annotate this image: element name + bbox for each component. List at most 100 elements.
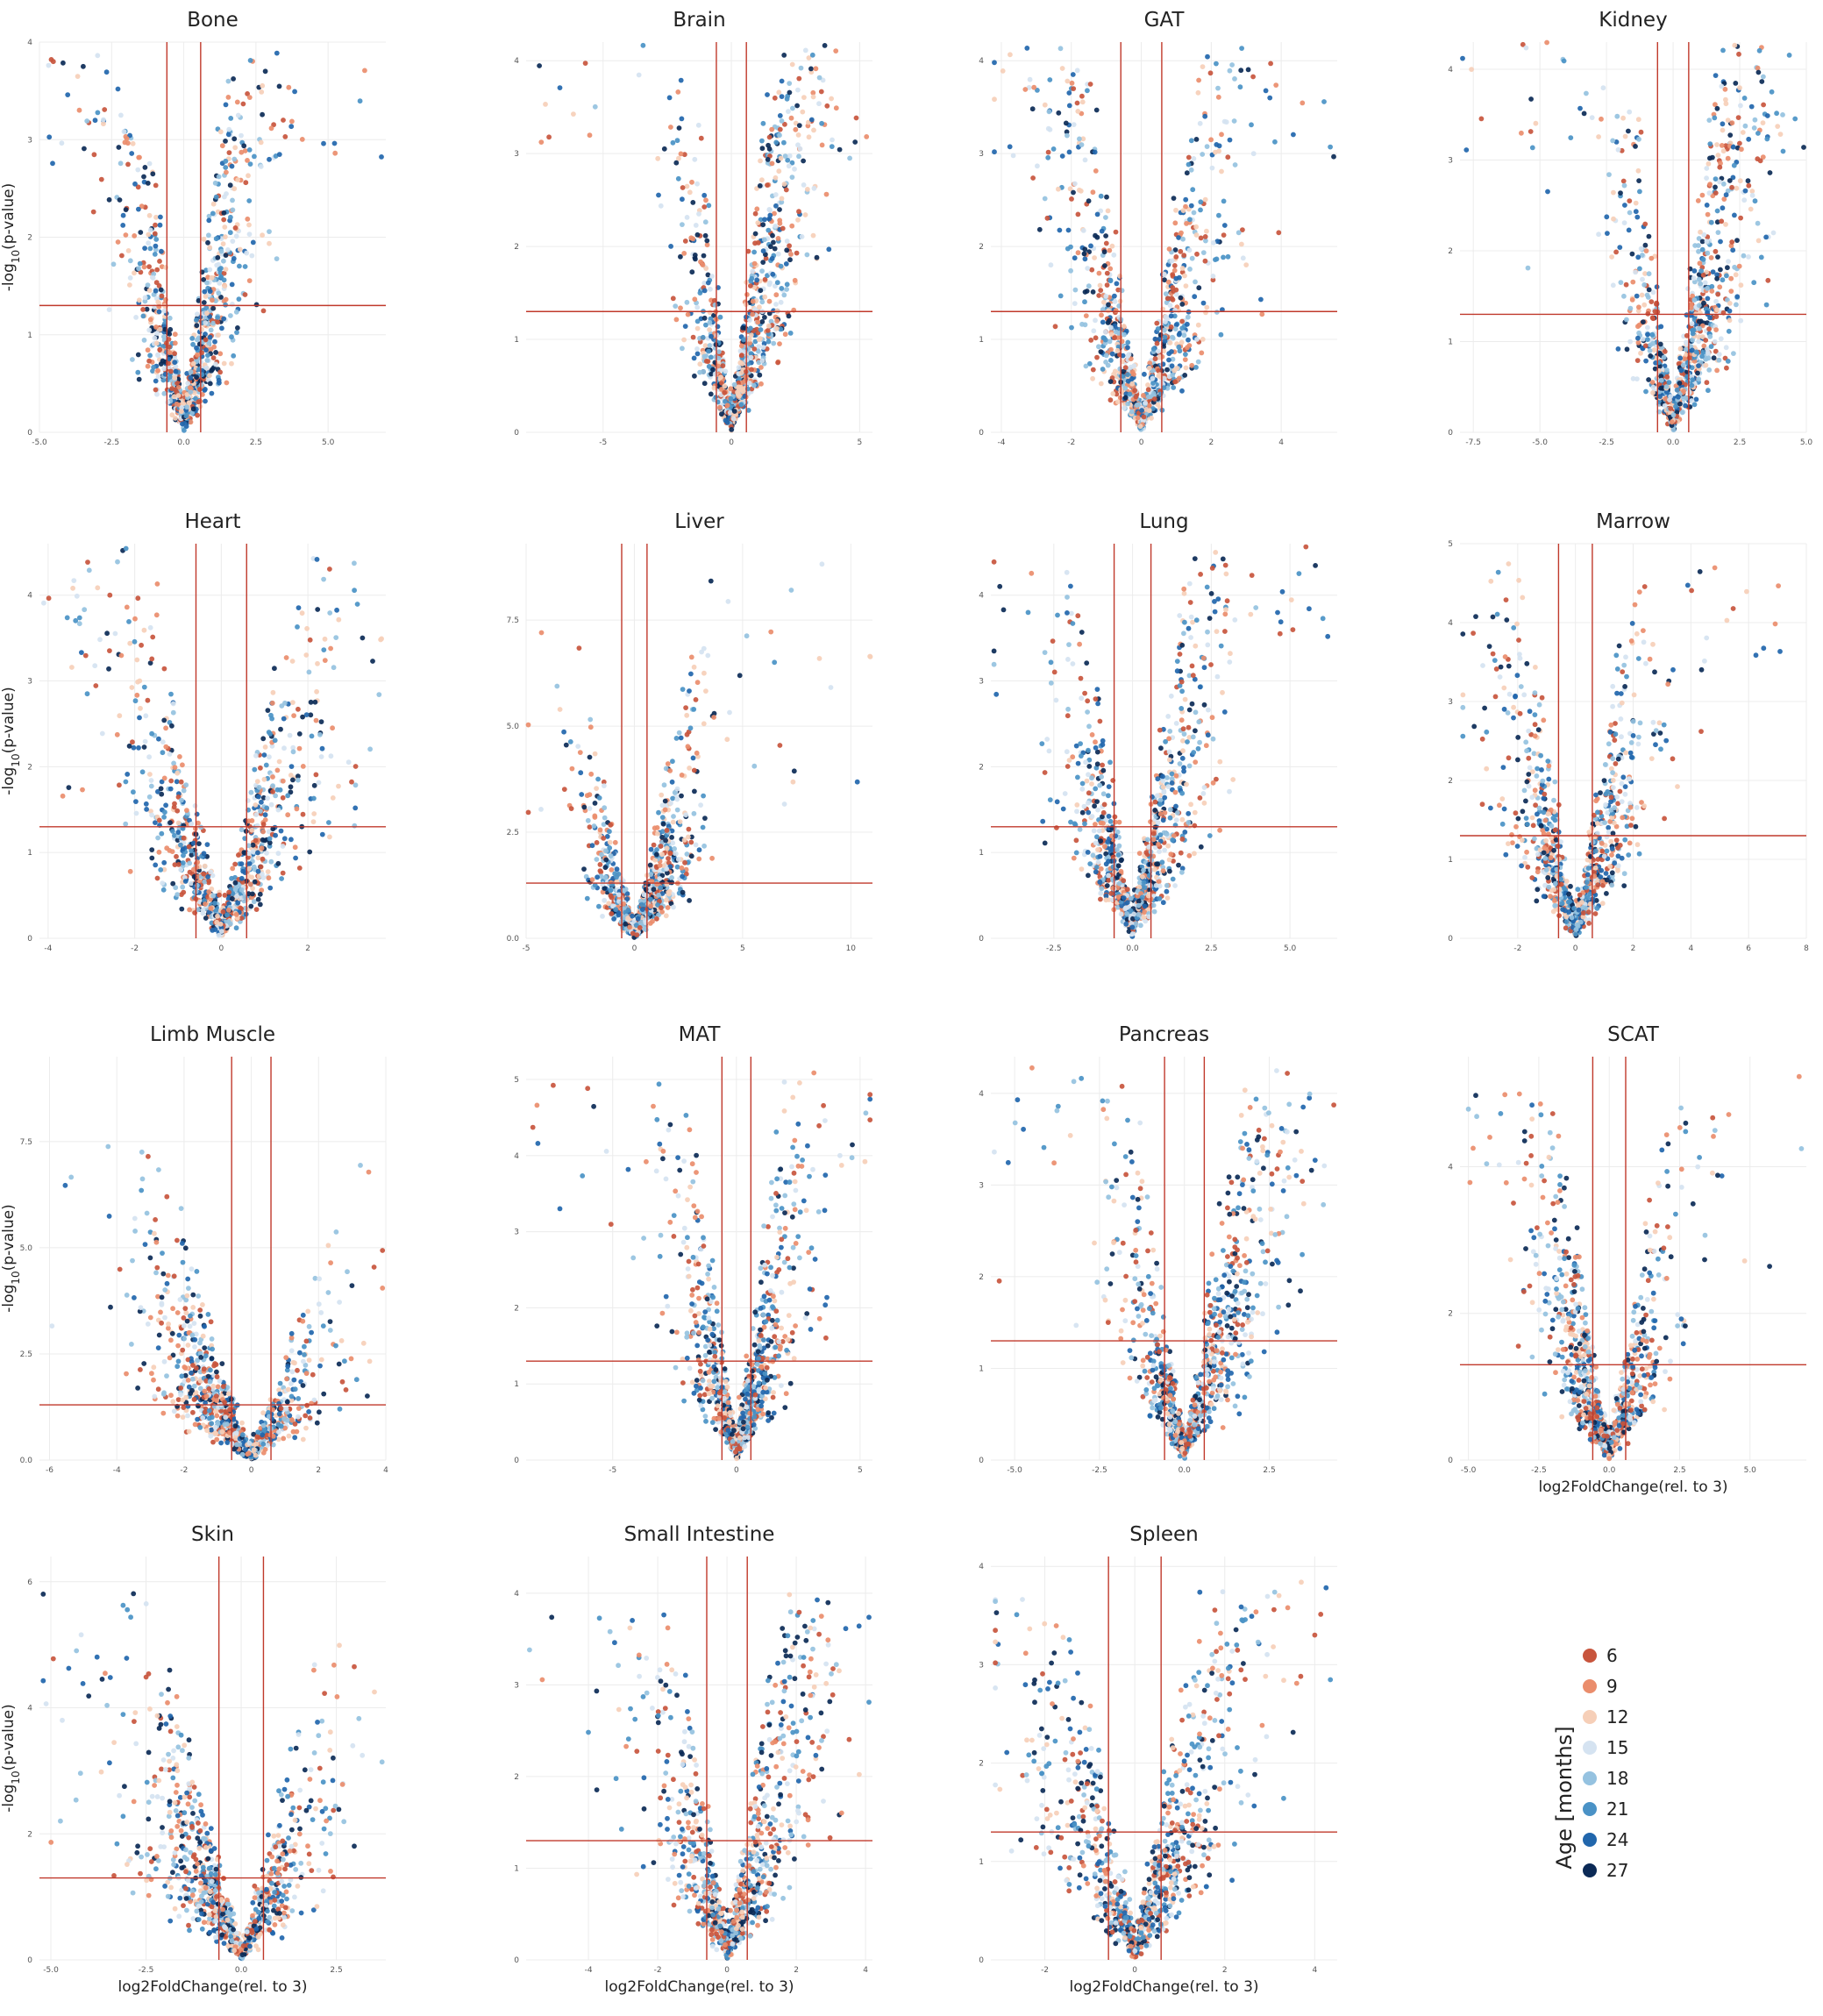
data-point [242,264,248,269]
data-point [1182,273,1187,279]
data-point [104,630,110,637]
data-point [1145,394,1151,400]
data-point [189,336,196,341]
data-point [1719,143,1725,148]
data-point [295,624,300,630]
data-point [690,334,696,340]
data-point [178,842,183,848]
data-point [1096,293,1102,298]
data-point [221,360,227,367]
data-point [1742,123,1748,129]
data-point [602,897,608,903]
data-point [1720,148,1727,154]
data-point [690,200,696,205]
data-point [1696,338,1702,345]
data-point [161,717,167,723]
data-point [64,615,70,621]
data-point [118,112,124,118]
data-point [1200,152,1206,157]
data-point [1737,178,1743,184]
data-point [230,207,236,213]
data-point [1764,113,1770,118]
data-point [92,663,98,669]
y-tick-label: 3 [979,150,984,159]
panels-group: Bone-5.0 -2.5 0.0 2.5 5.001234-log10(p-value… [0,9,1812,1996]
data-point [1200,300,1207,306]
data-point [1082,289,1088,295]
data-point [759,138,765,144]
data-point [174,779,180,785]
data-point [1193,365,1199,370]
data-point [136,376,142,382]
data-point [1673,403,1678,410]
data-point [262,744,268,750]
data-point [154,875,160,881]
data-point [1102,337,1108,343]
data-point [1139,408,1144,413]
data-point [673,317,680,323]
data-point [578,770,584,776]
data-point [235,112,241,118]
data-point [1086,283,1092,289]
data-point [156,303,162,310]
data-point [1198,207,1203,213]
data-point [70,585,75,591]
data-point [801,158,806,164]
data-point [784,239,790,244]
data-point [1035,163,1040,169]
data-point [582,61,588,66]
data-point [1695,370,1700,376]
data-point [757,304,762,310]
data-point [1630,375,1636,381]
data-point [1621,293,1627,299]
data-point [680,185,686,190]
data-point [203,337,209,343]
data-point [132,698,139,704]
data-point [145,363,151,369]
data-point [1727,308,1733,314]
data-point [281,716,287,722]
data-point [132,638,138,645]
data-point [1755,69,1762,75]
data-point [1699,246,1706,253]
data-point [153,387,159,393]
data-point [795,132,801,138]
data-point [596,903,602,909]
data-point [777,207,782,212]
data-point [1107,247,1113,253]
data-point [1070,72,1076,77]
data-point [1650,384,1656,390]
data-point [212,901,217,906]
data-point [181,889,187,895]
data-point [1059,66,1065,71]
data-point [1221,254,1226,260]
data-point [227,230,233,236]
data-point [80,787,85,793]
data-point [246,198,253,203]
data-point [1699,192,1706,198]
data-point [762,217,767,223]
data-point [231,256,237,261]
data-point [190,341,196,347]
data-point [1096,270,1102,276]
data-point [1103,215,1108,220]
data-point [783,187,789,193]
data-point [1708,219,1714,225]
data-point [281,836,288,842]
data-point [762,294,768,300]
data-point [222,224,228,230]
data-point [1030,175,1036,181]
data-point [82,607,88,613]
data-point [1117,273,1123,279]
data-point [1214,256,1220,262]
data-point [670,296,676,302]
data-point [133,810,139,816]
data-point [765,92,770,97]
data-point [124,604,130,610]
data-point [194,811,200,817]
data-point [376,692,382,697]
data-point [1075,211,1081,217]
data-point [1103,353,1109,359]
data-point [221,217,227,223]
data-point [236,852,241,858]
